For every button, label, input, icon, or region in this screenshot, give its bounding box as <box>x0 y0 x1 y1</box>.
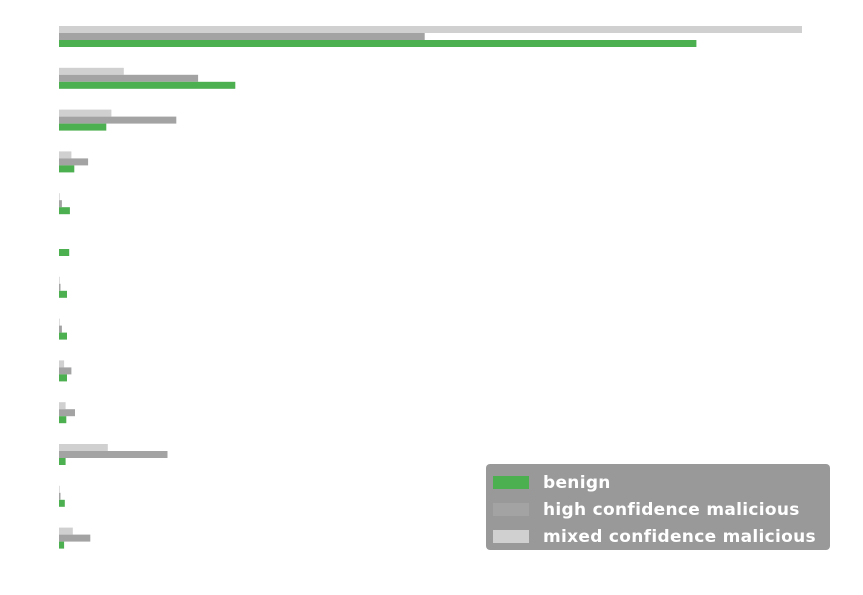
bar-mixed-confidence-malicious-2 <box>59 67 124 75</box>
bar-mixed-confidence-malicious-10 <box>59 402 66 410</box>
bar-benign-3 <box>59 123 107 131</box>
legend-entry-mixed-confidence-malicious: mixed confidence malicious <box>493 523 830 550</box>
bar-mixed-confidence-malicious-8 <box>59 318 60 326</box>
bar-mixed-confidence-malicious-7 <box>59 276 60 284</box>
bar-benign-2 <box>59 81 236 89</box>
legend-swatch-mixed-confidence-malicious <box>493 530 529 543</box>
bar-benign-12 <box>59 499 65 507</box>
bar-benign-11 <box>59 458 66 465</box>
bar-mixed-confidence-malicious-9 <box>59 360 65 368</box>
bar-mixed-confidence-malicious-4 <box>59 151 72 159</box>
legend-label-benign: benign <box>543 472 611 493</box>
bar-mixed-confidence-malicious-3 <box>59 109 112 117</box>
bar-high-confidence-malicious-10 <box>59 409 75 417</box>
legend-entry-benign: benign <box>493 469 830 496</box>
bar-benign-7 <box>59 290 67 298</box>
legend: benign high confidence malicious mixed c… <box>486 464 830 550</box>
bar-mixed-confidence-malicious-11 <box>59 444 108 451</box>
legend-swatch-benign <box>493 476 529 489</box>
legend-entry-high-confidence-malicious: high confidence malicious <box>493 496 830 523</box>
bar-benign-10 <box>59 416 67 424</box>
bar-high-confidence-malicious-1 <box>59 33 425 40</box>
bar-benign-6 <box>59 249 70 256</box>
bar-mixed-confidence-malicious-13 <box>59 527 73 535</box>
bar-benign-9 <box>59 374 67 382</box>
legend-swatch-high-confidence-malicious <box>493 503 529 516</box>
bar-high-confidence-malicious-5 <box>59 200 62 208</box>
bar-high-confidence-malicious-3 <box>59 116 177 124</box>
bar-high-confidence-malicious-7 <box>59 283 61 291</box>
bar-benign-4 <box>59 165 75 173</box>
bar-mixed-confidence-malicious-12 <box>59 485 60 493</box>
legend-label-mixed-confidence-malicious: mixed confidence malicious <box>543 526 816 547</box>
bar-high-confidence-malicious-8 <box>59 325 62 333</box>
bar-high-confidence-malicious-12 <box>59 492 61 500</box>
bar-high-confidence-malicious-11 <box>59 451 168 458</box>
bar-benign-8 <box>59 332 67 340</box>
bar-high-confidence-malicious-13 <box>59 534 91 542</box>
legend-label-high-confidence-malicious: high confidence malicious <box>543 499 800 520</box>
bar-mixed-confidence-malicious-5 <box>59 193 60 201</box>
bar-benign-5 <box>59 207 70 215</box>
bar-mixed-confidence-malicious-1 <box>59 26 802 33</box>
bar-high-confidence-malicious-2 <box>59 74 199 82</box>
bar-benign-1 <box>59 40 697 47</box>
bars-group <box>59 26 802 549</box>
bar-high-confidence-malicious-9 <box>59 367 72 375</box>
bar-benign-13 <box>59 541 65 549</box>
bar-high-confidence-malicious-4 <box>59 158 89 166</box>
